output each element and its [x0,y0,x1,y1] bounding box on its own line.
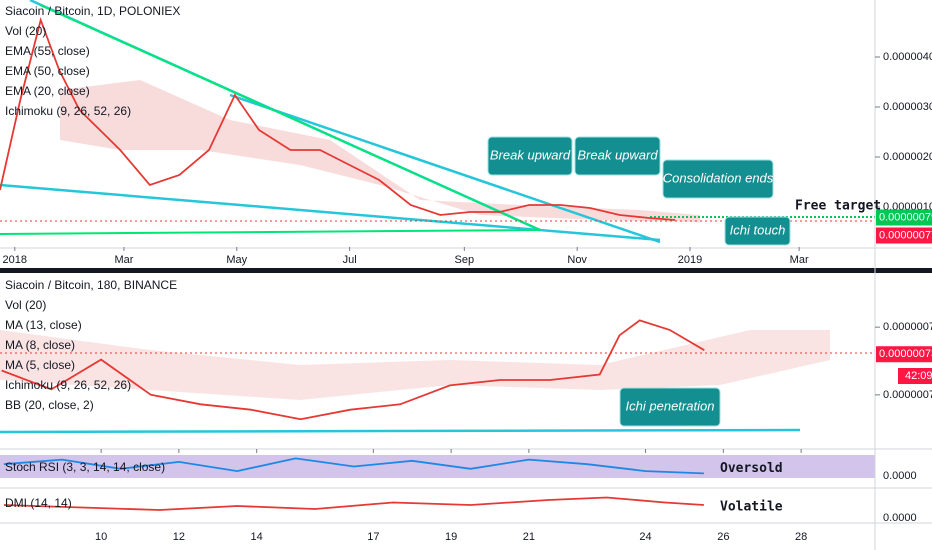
ichimoku-cloud [0,330,830,400]
countdown-box [898,368,932,384]
axis-label: 0.0000 [883,512,917,524]
callout-text: Consolidation ends [663,170,774,185]
price-label-box [876,227,932,244]
indicator-label: EMA (20, close) [5,84,90,98]
callout-box [619,387,721,427]
callout-text: Ichi touch [730,222,786,237]
price-line [3,496,704,511]
trend-line [0,428,801,434]
x-tick-label: 14 [251,531,263,543]
indicator-label: MA (8, close) [5,338,75,352]
x-tick-label: Mar [790,254,809,266]
price-line [3,457,704,475]
indicator-label: Vol (20) [5,24,46,38]
annotation: Oversold [720,461,783,476]
x-tick-label: 26 [717,531,729,543]
callout-box [724,216,791,246]
chart-title: DMI (14, 14) [5,496,72,510]
price-line [0,16,676,221]
indicator-label: Ichimoku (9, 26, 52, 26) [5,378,131,392]
x-tick-label: May [226,254,247,266]
annotation: Free target [795,199,881,214]
y-tick-label: 0.00000075 [883,321,932,333]
x-tick-label: Mar [114,254,133,266]
x-tick-label: 2018 [3,254,27,266]
x-tick-label: 24 [639,531,651,543]
x-tick-label: Nov [567,254,587,266]
x-tick-label: 12 [173,531,185,543]
x-tick-label: 28 [795,531,807,543]
chart-title: Siacoin / Bitcoin, 1D, POLONIEX [5,4,180,18]
trend-line [229,93,661,244]
callout-text: Break upward [577,147,658,162]
trend-line [0,229,541,235]
x-tick-label: 21 [523,531,535,543]
x-tick-label: 19 [445,531,457,543]
countdown: 42:09 [905,370,932,382]
x-tick-label: 2019 [678,254,702,266]
callout-box [487,136,573,176]
price-label-box [876,346,932,363]
x-tick-label: 17 [367,531,379,543]
indicator-label: BB (20, close, 2) [5,398,94,412]
indicator-label: Vol (20) [5,298,46,312]
trend-line [0,183,661,242]
indicator-label: MA (13, close) [5,318,82,332]
x-tick-label: Sep [455,254,475,266]
callout-text: Ichi penetration [626,398,715,413]
price-label: 0.00000077 [879,229,932,241]
price-label-box [876,209,932,226]
trend-line [39,4,541,231]
price-label: 0.00000079 [879,211,932,223]
callout-box [662,159,774,199]
price-line [1,319,705,421]
axis-label: 0.0000 [883,470,917,482]
x-tick-label: Jul [343,254,357,266]
indicator-label: MA (5, close) [5,358,75,372]
chart-title: Siacoin / Bitcoin, 180, BINANCE [5,278,177,292]
indicator-label: EMA (50, close) [5,64,90,78]
callout-box [574,136,661,176]
callout-text: Break upward [490,147,571,162]
x-tick-label: 10 [95,531,107,543]
ichimoku-cloud [60,80,700,222]
annotation: Volatile [720,500,783,515]
y-tick-label: 0.00000400 [883,51,932,63]
price-label: 0.00000073 [879,348,932,360]
indicator-label: EMA (55, close) [5,44,90,58]
pane-separator [0,268,932,273]
indicator-label: Ichimoku (9, 26, 52, 26) [5,104,131,118]
chart-title: Stoch RSI (3, 3, 14, 14, close) [5,460,165,474]
